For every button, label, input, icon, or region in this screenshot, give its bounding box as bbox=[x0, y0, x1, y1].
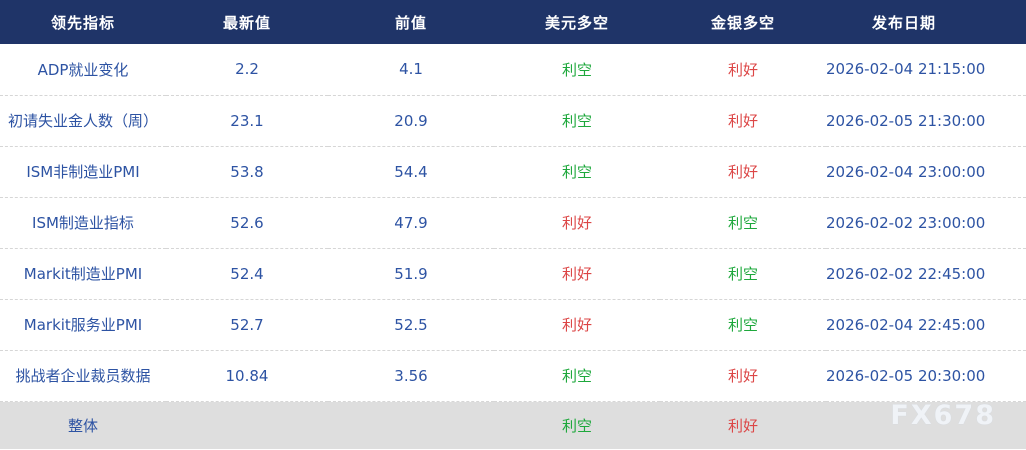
gold-sentiment-cell: 利好 bbox=[727, 367, 758, 385]
release-date-cell: 2026-02-02 22:45:00 bbox=[826, 264, 986, 283]
table-row: ISM制造业指标 52.6 47.9 利好 利空 2026-02-02 23:00:00 bbox=[0, 197, 1026, 248]
table-header-row: 领先指标 最新值 前值 美元多空 金银多空 发布日期 bbox=[0, 0, 1026, 44]
table-row: Markit服务业PMI 52.7 52.5 利好 利空 2026-02-04 22:45… bbox=[0, 299, 1026, 350]
usd-sentiment-cell: 利好 bbox=[561, 265, 592, 283]
usd-sentiment-cell: 利空 bbox=[561, 367, 592, 385]
table-row: 初请失业金人数（周） 23.1 20.9 利空 利好 2026-02-05 21:30:0… bbox=[0, 95, 1026, 146]
latest-value-cell: 10.84 bbox=[225, 366, 269, 385]
previous-value-cell: 47.9 bbox=[394, 213, 428, 232]
table-row: 挑战者企业裁员数据 10.84 3.56 利空 利好 2026-02-05 20:30:0… bbox=[0, 350, 1026, 401]
gold-sentiment-cell: 利空 bbox=[727, 265, 758, 283]
latest-value-cell: 2.2 bbox=[235, 60, 259, 79]
latest-value-cell: 52.6 bbox=[230, 213, 264, 232]
release-date-cell: 2026-02-04 22:45:00 bbox=[826, 315, 986, 334]
column-header-indicator: 领先指标 bbox=[0, 0, 166, 44]
latest-value-cell: 52.7 bbox=[230, 315, 264, 334]
indicator-cell: ISM制造业指标 bbox=[32, 214, 134, 232]
indicator-cell: 整体 bbox=[67, 416, 98, 435]
previous-value-cell: 4.1 bbox=[399, 60, 423, 79]
gold-sentiment-cell: 利好 bbox=[727, 416, 758, 435]
indicator-cell: ISM非制造业PMI bbox=[26, 163, 140, 181]
release-date-cell: 2026-02-05 20:30:00 bbox=[826, 366, 986, 385]
release-date-cell: 2026-02-04 21:15:00 bbox=[826, 60, 986, 79]
indicator-cell: 挑战者企业裁员数据 bbox=[15, 367, 151, 385]
usd-sentiment-cell: 利好 bbox=[561, 214, 592, 232]
usd-sentiment-cell: 利空 bbox=[561, 416, 592, 435]
indicator-cell: 初请失业金人数（周） bbox=[7, 112, 158, 130]
latest-value-cell: 23.1 bbox=[230, 111, 264, 130]
table-row: ISM非制造业PMI 53.8 54.4 利空 利好 2026-02-04 23:00:0… bbox=[0, 146, 1026, 197]
usd-sentiment-cell: 利空 bbox=[561, 163, 592, 181]
release-date-cell bbox=[826, 401, 1026, 449]
table-row: Markit制造业PMI 52.4 51.9 利好 利空 2026-02-02 22:45… bbox=[0, 248, 1026, 299]
gold-sentiment-cell: 利好 bbox=[727, 112, 758, 130]
column-header-gold-sentiment: 金银多空 bbox=[660, 0, 826, 44]
column-header-release-date: 发布日期 bbox=[826, 0, 1026, 44]
table-header: 领先指标 最新值 前值 美元多空 金银多空 发布日期 bbox=[0, 0, 1026, 44]
usd-sentiment-cell: 利空 bbox=[561, 112, 592, 130]
gold-sentiment-cell: 利空 bbox=[727, 316, 758, 334]
latest-value-cell: 53.8 bbox=[230, 162, 264, 181]
previous-value-cell: 52.5 bbox=[394, 315, 428, 334]
previous-value-cell: 20.9 bbox=[394, 111, 428, 130]
latest-value-cell bbox=[166, 401, 328, 449]
table-row: ADP就业变化 2.2 4.1 利空 利好 2026-02-04 21:15:00 bbox=[0, 44, 1026, 95]
indicator-cell: ADP就业变化 bbox=[37, 60, 129, 79]
latest-value-cell: 52.4 bbox=[230, 264, 264, 283]
indicator-cell: Markit制造业PMI bbox=[23, 265, 143, 283]
release-date-cell: 2026-02-05 21:30:00 bbox=[826, 111, 986, 130]
usd-sentiment-cell: 利好 bbox=[561, 316, 592, 334]
table-body: ADP就业变化 2.2 4.1 利空 利好 2026-02-04 21:15:00 初请失业… bbox=[0, 44, 1026, 449]
column-header-previous-value: 前值 bbox=[328, 0, 494, 44]
column-header-latest-value: 最新值 bbox=[166, 0, 328, 44]
previous-value-cell: 54.4 bbox=[394, 162, 428, 181]
release-date-cell: 2026-02-04 23:00:00 bbox=[826, 162, 986, 181]
previous-value-cell bbox=[328, 401, 494, 449]
usd-sentiment-cell: 利空 bbox=[561, 60, 592, 79]
column-header-usd-sentiment: 美元多空 bbox=[494, 0, 660, 44]
summary-row: 整体 利空 利好 bbox=[0, 401, 1026, 449]
previous-value-cell: 51.9 bbox=[394, 264, 428, 283]
gold-sentiment-cell: 利好 bbox=[727, 60, 758, 79]
previous-value-cell: 3.56 bbox=[394, 366, 428, 385]
release-date-cell: 2026-02-02 23:00:00 bbox=[826, 213, 986, 232]
gold-sentiment-cell: 利空 bbox=[727, 214, 758, 232]
indicator-cell: Markit服务业PMI bbox=[23, 316, 143, 334]
gold-sentiment-cell: 利好 bbox=[727, 163, 758, 181]
